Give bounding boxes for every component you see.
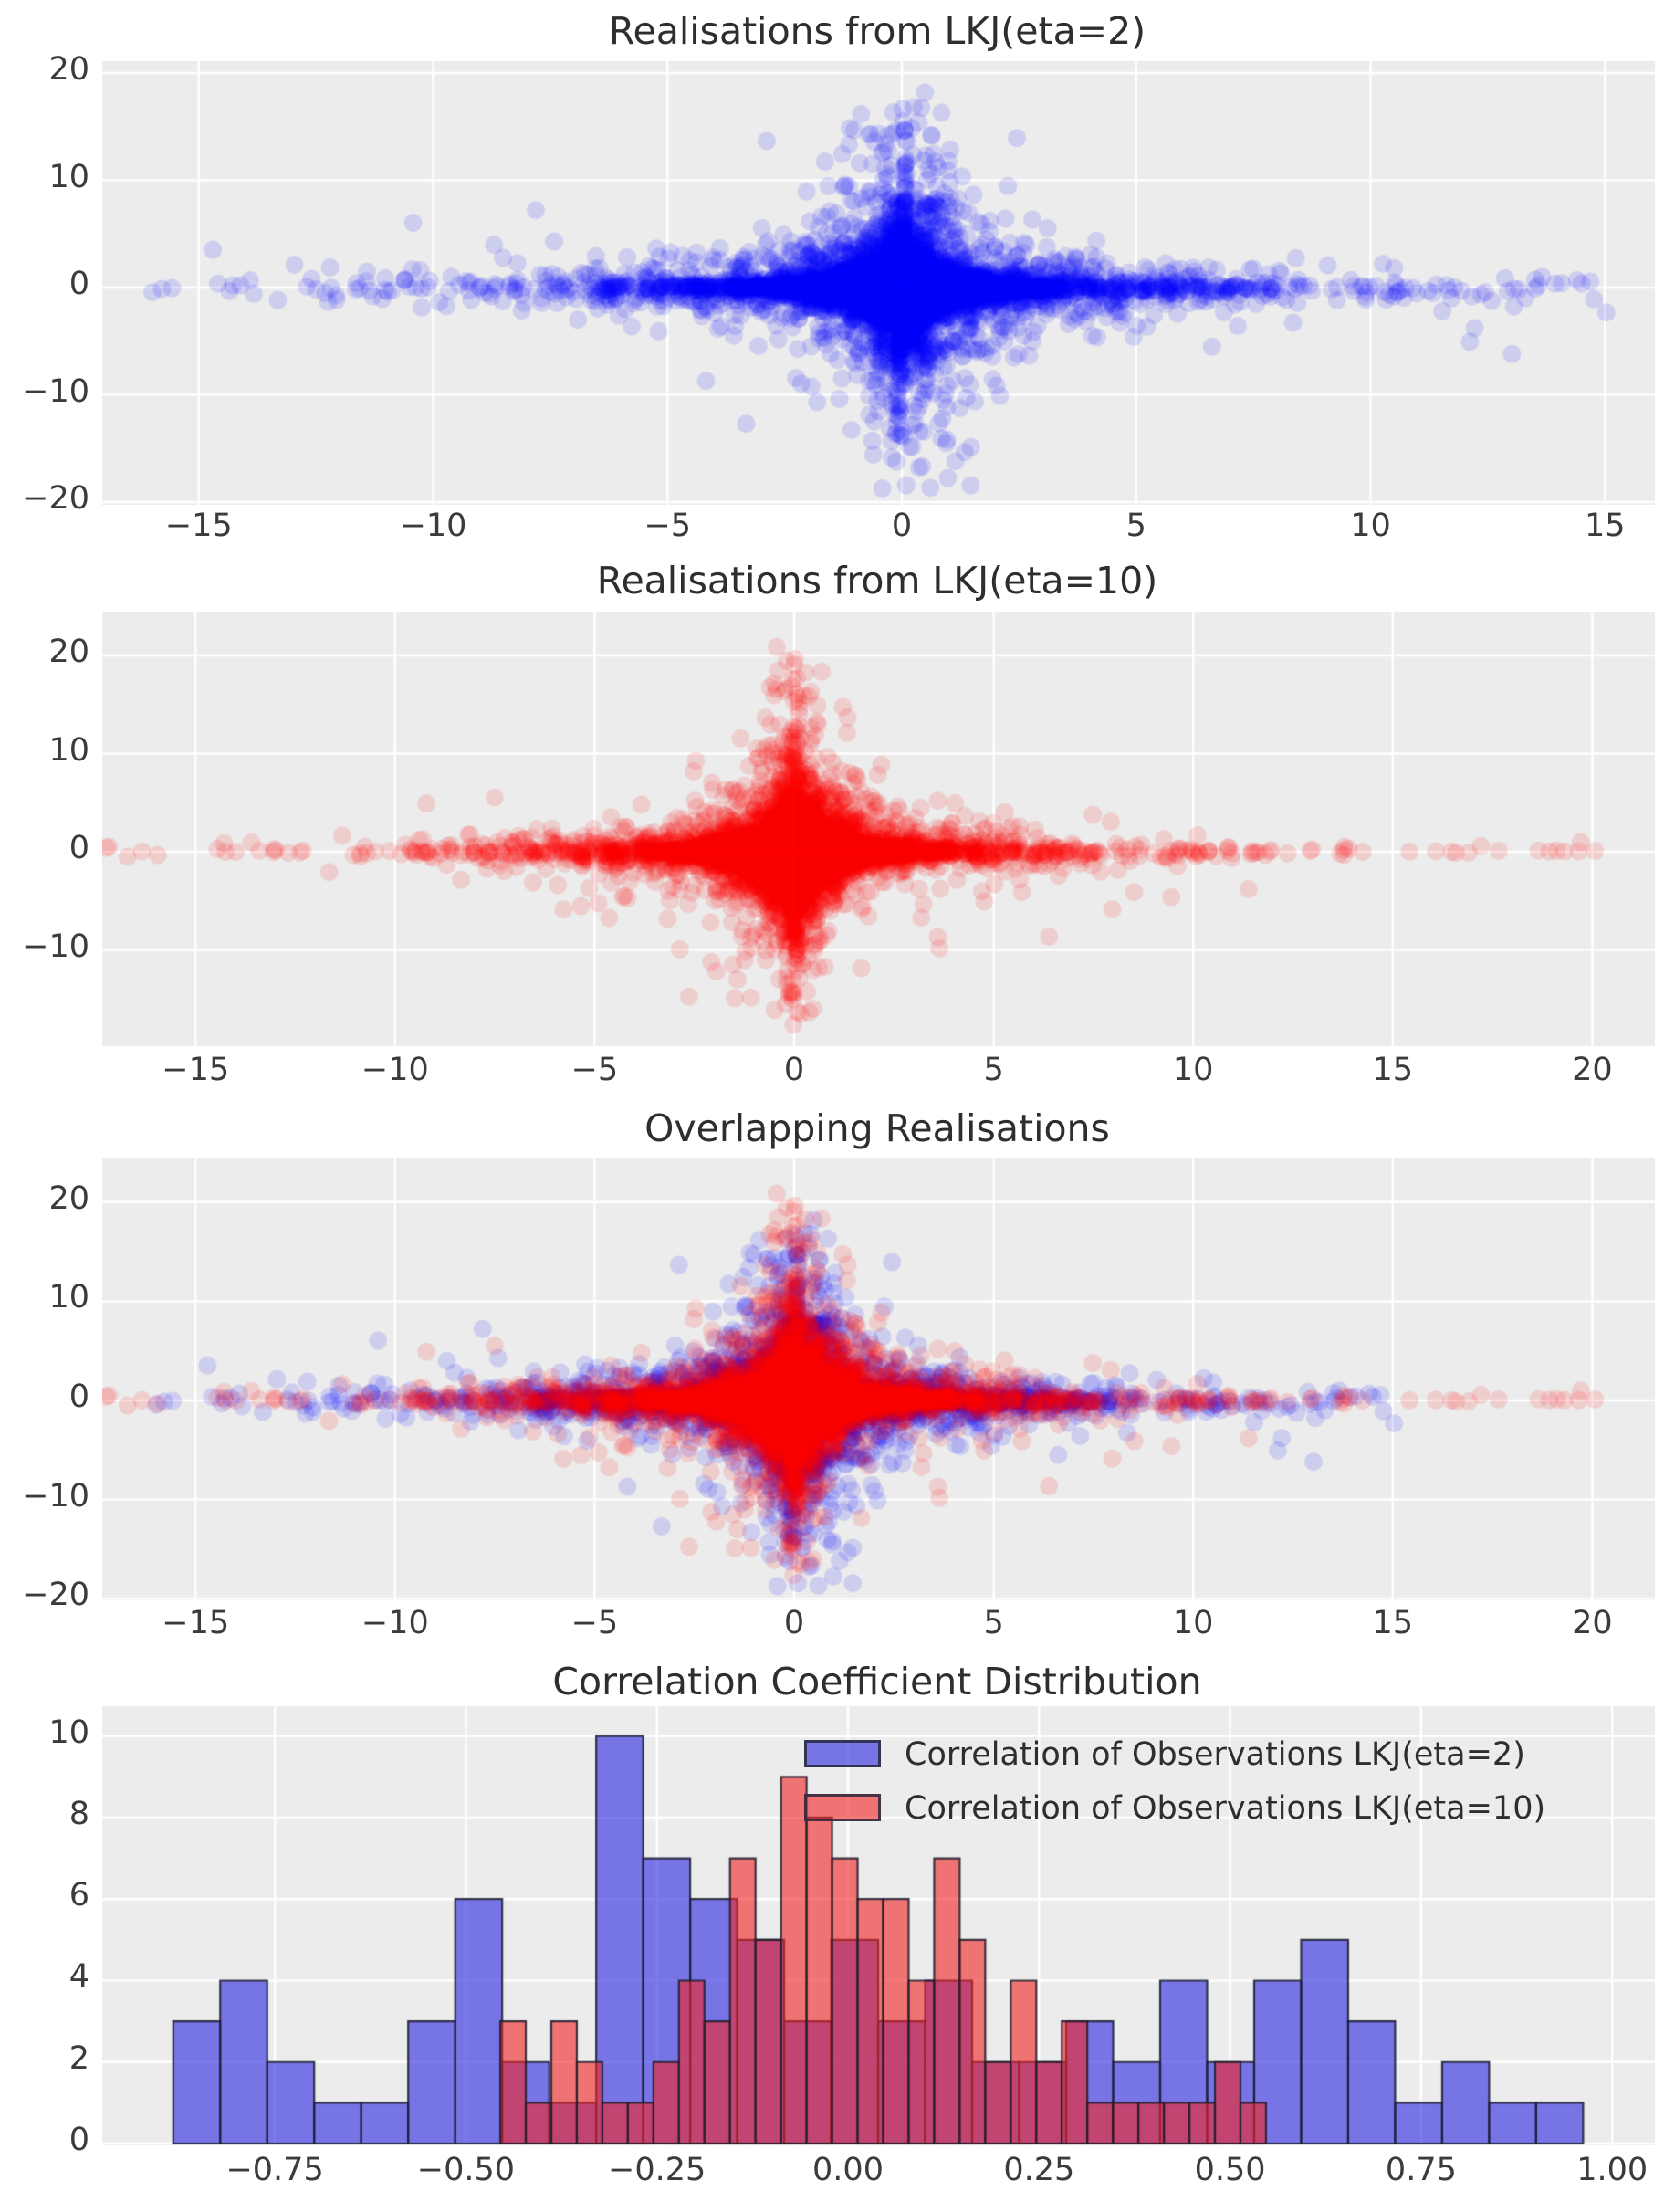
x-tick-label-panel2: 5 <box>983 1605 1004 1641</box>
scatter-canvas-lkj-eta10 <box>102 612 1655 1046</box>
x-tick-label-panel2: −10 <box>361 1605 429 1641</box>
x-tick-label-panel1: 5 <box>983 1052 1004 1088</box>
x-tick-label-panel3: 0.00 <box>812 2152 884 2188</box>
panel-title-lkj-eta2: Realisations from LKJ(eta=2) <box>608 9 1146 53</box>
y-tick-label-panel1: 20 <box>48 634 89 670</box>
x-tick-label-panel0: 15 <box>1584 508 1626 544</box>
x-tick-label-panel3: 0.25 <box>1003 2152 1075 2188</box>
x-tick-label-panel2: −5 <box>570 1605 619 1641</box>
x-tick-label-panel3: −0.25 <box>608 2152 706 2188</box>
x-tick-label-panel0: 10 <box>1350 508 1391 544</box>
y-tick-label-panel3: 10 <box>48 1714 89 1751</box>
x-tick-label-panel1: 10 <box>1172 1052 1214 1088</box>
scatter-canvas-lkj-eta2 <box>102 61 1655 505</box>
y-tick-label-panel3: 0 <box>68 2122 89 2158</box>
y-tick-label-panel1: 0 <box>68 830 89 866</box>
x-tick-label-panel3: −0.50 <box>416 2152 516 2188</box>
y-tick-label-panel0: −20 <box>22 480 89 517</box>
y-tick-label-panel3: 6 <box>68 1877 89 1914</box>
x-tick-label-panel0: −10 <box>399 508 467 544</box>
y-tick-label-panel2: −20 <box>22 1577 89 1614</box>
x-tick-label-panel1: 20 <box>1572 1052 1613 1088</box>
x-tick-label-panel1: −10 <box>361 1052 429 1088</box>
panel-title-lkj-eta10: Realisations from LKJ(eta=10) <box>596 559 1158 603</box>
legend-label-eta2: Correlation of Observations LKJ(eta=2) <box>905 1736 1525 1773</box>
y-tick-label-panel1: 10 <box>48 731 89 769</box>
y-tick-label-panel2: 0 <box>68 1379 89 1415</box>
x-tick-label-panel0: 0 <box>891 508 913 544</box>
y-tick-label-panel0: 10 <box>48 158 89 195</box>
y-tick-label-panel2: 20 <box>48 1179 89 1217</box>
x-tick-label-panel2: 15 <box>1372 1605 1414 1641</box>
x-tick-label-panel3: −0.75 <box>225 2152 324 2188</box>
panel-title-overlap: Overlapping Realisations <box>644 1106 1110 1150</box>
x-tick-label-panel1: 15 <box>1372 1052 1414 1088</box>
x-tick-label-panel3: 1.00 <box>1576 2152 1648 2188</box>
x-tick-label-panel2: −15 <box>162 1605 230 1641</box>
x-tick-label-panel0: 5 <box>1125 508 1146 544</box>
y-tick-label-panel2: −10 <box>22 1477 89 1515</box>
scatter-canvas-overlap <box>102 1158 1655 1600</box>
x-tick-label-panel1: −5 <box>570 1052 619 1088</box>
x-tick-label-panel0: −15 <box>164 508 233 544</box>
y-tick-label-panel2: 10 <box>48 1279 89 1316</box>
y-tick-label-panel3: 2 <box>68 2039 89 2077</box>
y-tick-label-panel3: 8 <box>68 1795 89 1832</box>
y-tick-label-panel0: 0 <box>68 266 89 302</box>
y-tick-label-panel1: −10 <box>22 928 89 965</box>
x-tick-label-panel0: −5 <box>644 508 692 544</box>
x-tick-label-panel2: 20 <box>1572 1605 1613 1641</box>
x-tick-label-panel1: −15 <box>162 1052 230 1088</box>
x-tick-label-panel3: 0.50 <box>1194 2152 1266 2188</box>
legend-swatch-blue-icon <box>804 1740 881 1767</box>
panel-title-correlation-hist: Correlation Coefficient Distribution <box>552 1660 1202 1704</box>
legend-swatch-red-icon <box>804 1794 881 1821</box>
x-tick-label-panel1: 0 <box>783 1052 805 1088</box>
legend-label-eta10: Correlation of Observations LKJ(eta=10) <box>905 1790 1546 1827</box>
x-tick-label-panel3: 0.75 <box>1385 2152 1457 2188</box>
x-tick-label-panel2: 10 <box>1172 1605 1214 1641</box>
y-tick-label-panel3: 4 <box>68 1958 89 1996</box>
x-tick-label-panel2: 0 <box>783 1605 805 1641</box>
y-tick-label-panel0: −10 <box>22 372 89 410</box>
y-tick-label-panel0: 20 <box>48 51 89 88</box>
histogram-canvas <box>102 1706 1655 2145</box>
